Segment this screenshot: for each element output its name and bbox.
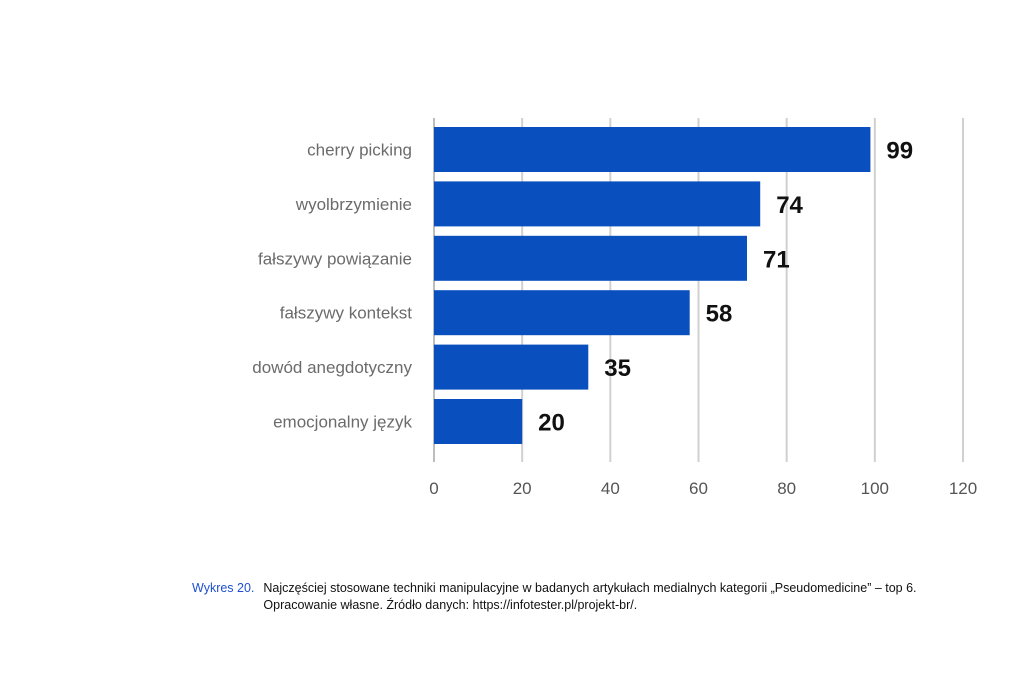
grid-lines <box>433 118 964 462</box>
bar-chart: cherry picking wyolbrzymienie fałszywy pow… <box>252 118 977 498</box>
value-label-0: 99 <box>886 138 913 165</box>
category-label-3: fałszywy kontekst <box>280 304 413 323</box>
caption-number: Wykres 20. <box>192 581 255 595</box>
value-label-5: 20 <box>538 410 565 437</box>
bar-0 <box>434 127 871 172</box>
x-axis-tick-labels: 0 20 40 60 80 100 120 <box>429 479 977 498</box>
bars <box>434 127 871 444</box>
category-label-4: dowód anegdotyczny <box>252 358 412 377</box>
x-tick-label-40: 40 <box>601 479 620 498</box>
bar-2 <box>434 235 747 281</box>
bar-4 <box>434 344 589 390</box>
category-label-5: emocjonalny język <box>273 413 412 432</box>
value-label-2: 71 <box>763 246 790 273</box>
x-tick-label-120: 120 <box>949 479 977 498</box>
category-labels: cherry picking wyolbrzymienie fałszywy pow… <box>252 141 412 432</box>
x-tick-label-0: 0 <box>429 479 438 498</box>
bar-5 <box>434 399 523 444</box>
caption-text: Najczęściej stosowane techniki manipulac… <box>263 581 917 612</box>
value-label-3: 58 <box>706 301 733 328</box>
bar-3 <box>434 290 690 336</box>
bar-1 <box>434 181 761 227</box>
value-label-1: 74 <box>776 192 803 219</box>
category-label-0: cherry picking <box>307 141 412 160</box>
category-label-1: wyolbrzymienie <box>295 195 412 214</box>
category-label-2: fałszywy powiązanie <box>258 249 412 268</box>
value-labels: 99 74 71 58 35 20 <box>538 138 913 437</box>
figure-caption: Wykres 20. Najczęściej stosowane technik… <box>192 580 932 614</box>
x-tick-label-20: 20 <box>513 479 532 498</box>
value-label-4: 35 <box>604 355 631 382</box>
x-tick-label-60: 60 <box>689 479 708 498</box>
x-tick-label-80: 80 <box>777 479 796 498</box>
x-tick-label-100: 100 <box>861 479 889 498</box>
